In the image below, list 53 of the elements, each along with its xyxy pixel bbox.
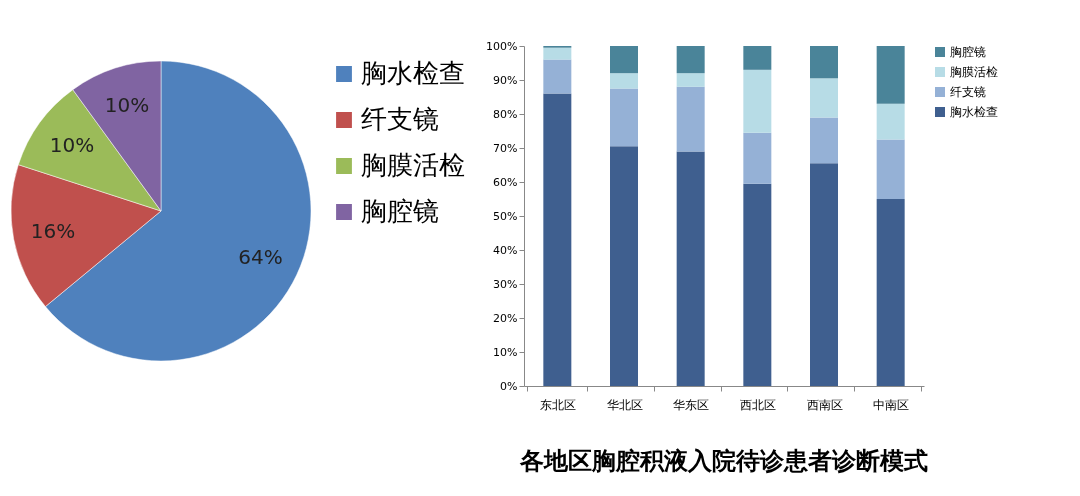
y-tick-label: 50% bbox=[493, 209, 518, 223]
bar bbox=[610, 88, 638, 147]
y-tick-label: 100% bbox=[486, 39, 518, 53]
bar bbox=[810, 117, 838, 164]
data-label: 10% bbox=[49, 133, 95, 158]
bar bbox=[743, 183, 772, 386]
bar bbox=[610, 73, 638, 89]
legend-label: 胸水检查 bbox=[950, 105, 998, 119]
x-tick-label: 中南区 bbox=[873, 397, 910, 412]
bar bbox=[743, 132, 772, 184]
data-label: 16% bbox=[30, 218, 76, 243]
bar bbox=[743, 46, 772, 70]
bar bbox=[810, 78, 838, 118]
data-label: 64% bbox=[238, 244, 283, 269]
legend-label: 纤支镜 bbox=[950, 85, 986, 99]
x-tick-label: 西南区 bbox=[806, 397, 843, 412]
bar bbox=[543, 59, 572, 94]
legend-label: 胸水检查 bbox=[361, 58, 465, 88]
x-tick-label: 华北区 bbox=[606, 397, 643, 412]
bar bbox=[676, 86, 705, 152]
bar bbox=[743, 69, 772, 133]
x-tick-label: 东北区 bbox=[539, 397, 576, 412]
bar bbox=[543, 93, 572, 386]
y-tick-label: 60% bbox=[493, 175, 518, 189]
bar bbox=[543, 47, 572, 60]
bar bbox=[676, 46, 705, 74]
y-tick-label: 0% bbox=[500, 379, 518, 393]
y-tick-label: 30% bbox=[493, 277, 518, 291]
y-tick-label: 10% bbox=[493, 345, 518, 359]
y-tick-label: 80% bbox=[493, 107, 518, 121]
bar bbox=[810, 163, 838, 386]
y-tick-label: 20% bbox=[493, 311, 518, 325]
y-tick-label: 70% bbox=[493, 141, 518, 155]
bar bbox=[810, 46, 838, 79]
bar bbox=[876, 199, 905, 386]
y-tick-label: 90% bbox=[493, 73, 518, 87]
legend-label: 胸腔镜 bbox=[361, 196, 439, 226]
bar bbox=[610, 146, 638, 386]
legend-label: 胸腔镜 bbox=[950, 45, 986, 59]
bar bbox=[676, 151, 705, 386]
x-tick-label: 华东区 bbox=[673, 397, 710, 412]
bar bbox=[876, 139, 905, 199]
bar bbox=[676, 73, 705, 87]
y-tick-label: 40% bbox=[493, 243, 518, 257]
legend-label: 胸膜活检 bbox=[950, 65, 998, 79]
legend-label: 胸膜活检 bbox=[361, 150, 465, 180]
bar bbox=[876, 103, 905, 140]
data-label: 10% bbox=[104, 93, 150, 118]
x-tick-label: 西北区 bbox=[739, 397, 776, 412]
text: 各地区胸腔积液入院待诊患者诊断模式 bbox=[519, 447, 928, 475]
bar bbox=[876, 46, 905, 104]
legend-label: 纤支镜 bbox=[361, 104, 439, 134]
bar bbox=[610, 46, 638, 74]
